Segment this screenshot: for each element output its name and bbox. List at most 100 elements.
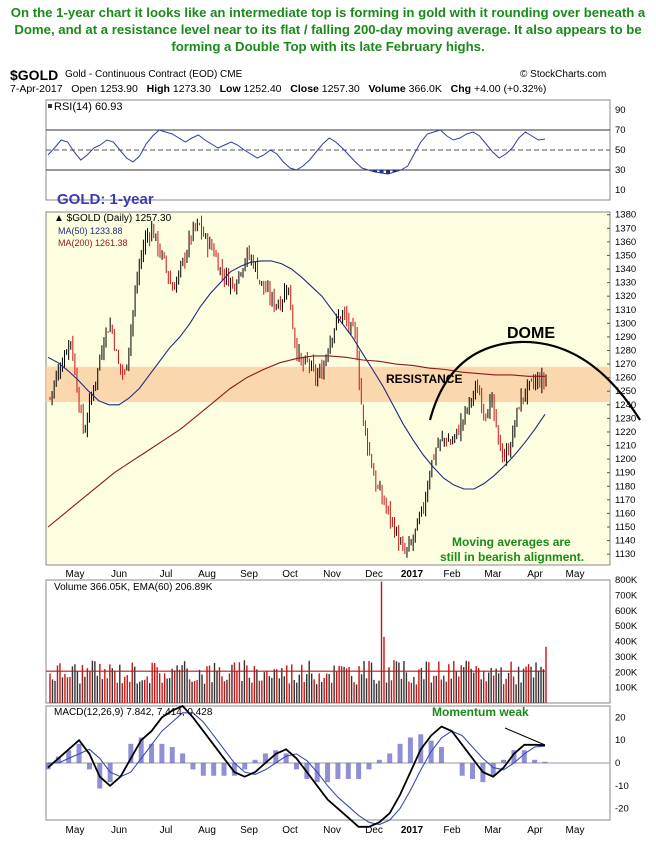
ma-note-line1: Moving averages are — [452, 535, 571, 549]
macd-tick-label: 10 — [615, 735, 626, 746]
dome-label: DOME — [507, 325, 555, 342]
low-value: 1252.40 — [243, 83, 282, 95]
price-tick-label: 1130 — [615, 549, 635, 560]
rsi-legend-swatch — [48, 104, 52, 108]
price-tick-label: 1290 — [615, 332, 636, 343]
rsi-tick-label: 90 — [615, 105, 626, 116]
price-tick-label: 1230 — [615, 413, 636, 424]
macd-tick-label: -10 — [615, 781, 629, 792]
price-tick-label: 1160 — [615, 508, 635, 519]
macd-month-label: Jul — [160, 825, 173, 836]
price-month-label: Apr — [527, 569, 543, 580]
ma50-line — [47, 260, 546, 490]
rsi-tick-label: 10 — [615, 185, 626, 196]
volume-tick-label: 200K — [615, 667, 638, 678]
price-tick-label: 1170 — [615, 495, 635, 506]
price-month-label: May — [566, 569, 585, 580]
price-month-label: Mar — [484, 569, 502, 580]
price-tick-label: 1220 — [615, 427, 636, 438]
price-month-label: Aug — [198, 569, 216, 580]
change-label: Chg — [450, 83, 472, 95]
price-tick-label: 1140 — [615, 536, 635, 547]
open-label: Open — [71, 83, 97, 95]
panel-label-gold-1-year: GOLD: 1-year — [57, 191, 154, 208]
macd-signal-line — [48, 712, 546, 826]
volume-title: Volume 366.05K, EMA(60) 206.89K — [54, 582, 213, 593]
macd-month-label: May — [566, 825, 585, 836]
rsi-line — [47, 129, 546, 175]
price-tick-label: 1280 — [615, 345, 636, 356]
ma200-legend: MA(200) 1261.38 — [58, 238, 128, 248]
price-tick-label: 1330 — [615, 278, 636, 289]
price-tick-label: 1150 — [615, 522, 635, 533]
quote-line: 7-Apr-2017 Open 1253.90 High 1273.30 Low… — [10, 83, 546, 95]
macd-month-label: Jun — [111, 825, 127, 836]
price-tick-label: 1200 — [615, 454, 636, 465]
volume-tick-label: 300K — [615, 652, 638, 663]
volume-tick-label: 700K — [615, 590, 638, 601]
low-label: Low — [219, 83, 241, 95]
price-month-label: Dec — [365, 569, 383, 580]
price-month-label: 2017 — [401, 569, 424, 580]
high-value: 1273.30 — [172, 83, 211, 95]
macd-tick-label: 20 — [615, 712, 626, 723]
macd-month-label: Apr — [527, 825, 543, 836]
momentum-trend-line — [504, 727, 546, 746]
volume-tick-label: 400K — [615, 637, 638, 648]
close-value: 1257.30 — [321, 83, 360, 95]
macd-month-label: Nov — [323, 825, 341, 836]
macd-tick-label: 0 — [615, 758, 620, 769]
dome-arc — [428, 340, 641, 421]
volume-tick-label: 600K — [615, 606, 638, 617]
macd-month-label: Mar — [484, 825, 502, 836]
momentum-note: Momentum weak — [432, 705, 529, 719]
resistance-label: RESISTANCE — [386, 372, 462, 386]
volume-tick-label: 500K — [615, 621, 638, 632]
quote-date: 7-Apr-2017 — [10, 83, 63, 95]
price-tick-label: 1300 — [615, 318, 636, 329]
price-tick-label: 1190 — [615, 468, 635, 479]
price-tick-label: 1250 — [615, 386, 636, 397]
macd-month-label: Aug — [198, 825, 216, 836]
volume-value: 366.0K — [408, 83, 442, 95]
change-value: +4.00 (+0.32%) — [474, 83, 547, 95]
rsi-tick-label: 50 — [615, 145, 626, 156]
volume-tick-label: 100K — [615, 683, 638, 694]
price-month-label: Jul — [160, 569, 173, 580]
chart-caption: On the 1-year chart it looks like an int… — [10, 5, 646, 54]
macd-line — [47, 704, 546, 828]
price-tick-label: 1320 — [615, 291, 636, 302]
price-tick-label: 1340 — [615, 264, 636, 275]
rsi-title: RSI(14) 60.93 — [54, 101, 122, 113]
price-tick-label: 1380 — [615, 210, 636, 221]
resistance-band — [46, 366, 610, 403]
rsi-tick-label: 30 — [615, 165, 626, 176]
price-title: ▲ $GOLD (Daily) 1257.30 — [54, 213, 172, 224]
macd-month-label: May — [66, 825, 85, 836]
macd-tick-label: -20 — [615, 804, 629, 815]
rsi-tick-label: 70 — [615, 125, 626, 136]
ma50-legend: MA(50) 1233.88 — [58, 226, 123, 236]
open-value: 1253.90 — [99, 83, 138, 95]
macd-month-label: Dec — [365, 825, 383, 836]
price-month-label: Nov — [323, 569, 341, 580]
macd-month-label: Sep — [240, 825, 258, 836]
price-tick-label: 1360 — [615, 237, 636, 248]
price-tick-label: 1270 — [615, 359, 636, 370]
price-month-label: Sep — [240, 569, 258, 580]
high-label: High — [146, 83, 170, 95]
symbol-title: $GOLD — [10, 67, 59, 83]
price-tick-label: 1310 — [615, 305, 636, 316]
price-tick-label: 1240 — [615, 400, 636, 411]
price-tick-label: 1210 — [615, 441, 636, 452]
price-tick-label: 1180 — [615, 481, 635, 492]
macd-title: MACD(12,26,9) 7.842, 7.414, 0.428 — [54, 707, 213, 718]
macd-month-label: 2017 — [401, 825, 424, 836]
ma200-line — [47, 355, 545, 528]
macd-month-label: Feb — [443, 825, 461, 836]
price-month-label: Jun — [111, 569, 127, 580]
price-tick-label: 1370 — [615, 223, 636, 234]
macd-month-label: Oct — [282, 825, 298, 836]
volume-tick-label: 800K — [615, 575, 638, 586]
